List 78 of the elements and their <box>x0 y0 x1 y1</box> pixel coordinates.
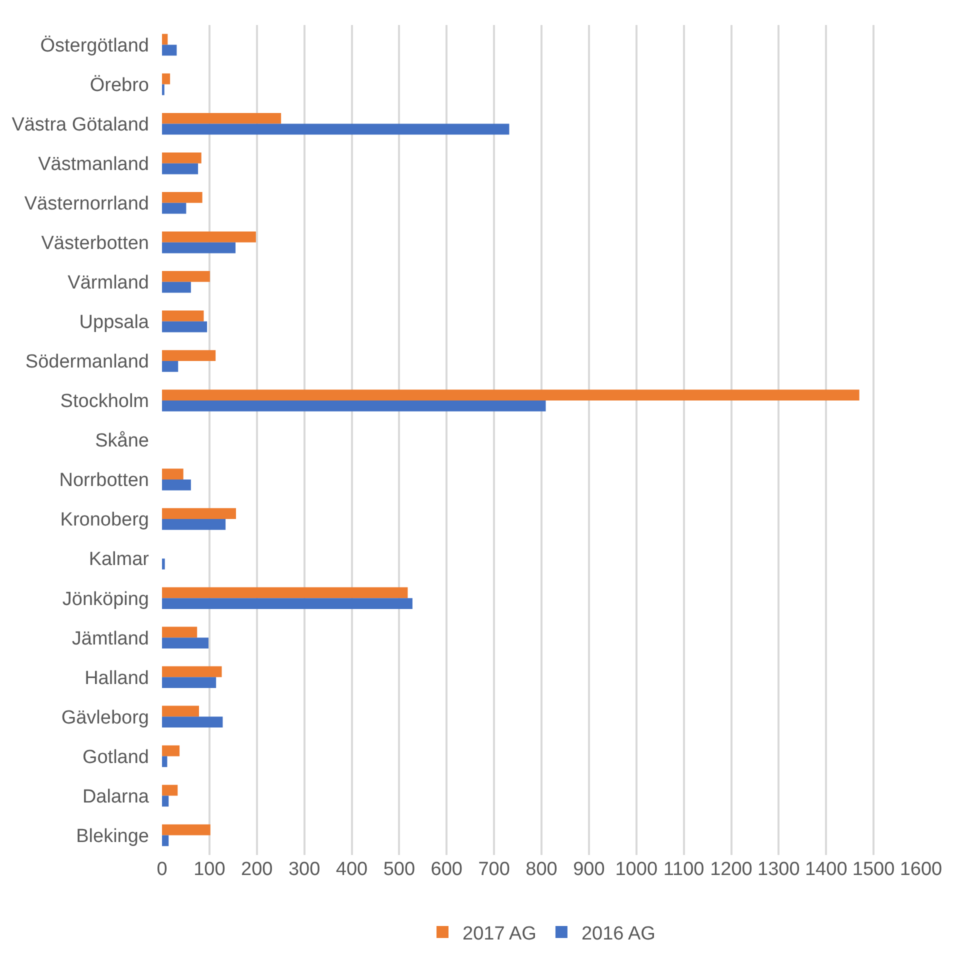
bar <box>162 835 169 846</box>
y-tick-label: Värmland <box>68 272 149 294</box>
legend-label: 2017 AG <box>462 923 536 944</box>
bar <box>162 824 210 836</box>
bar <box>162 44 177 56</box>
x-tick-label: 1300 <box>758 859 800 880</box>
x-tick-label: 1600 <box>900 859 942 880</box>
y-tick-label: Västmanland <box>38 154 149 175</box>
x-tick-label: 500 <box>383 859 416 880</box>
x-tick-label: 600 <box>430 859 462 880</box>
x-tick-label: 100 <box>194 859 226 880</box>
bar <box>162 192 202 203</box>
bar <box>162 350 216 361</box>
bar <box>162 796 169 807</box>
y-tick-label: Halland <box>84 668 149 689</box>
x-tick-label: 900 <box>573 859 605 880</box>
bar <box>162 124 510 135</box>
y-tick-label: Kronoberg <box>60 510 149 531</box>
y-tick-label: Västernorrland <box>24 194 149 215</box>
y-tick-label: Norrbotten <box>59 470 149 492</box>
bar <box>162 271 210 282</box>
y-tick-label: Jönköping <box>62 588 149 610</box>
bar <box>162 716 223 728</box>
bar <box>162 480 191 490</box>
y-tick-label: Skåne <box>95 430 149 452</box>
bar <box>162 638 208 648</box>
y-tick-label: Jämtland <box>72 628 149 650</box>
y-tick-label: Västra Götaland <box>12 114 149 136</box>
bar <box>162 202 186 214</box>
y-tick-label: Kalmar <box>88 549 150 570</box>
bar <box>162 587 408 598</box>
bar <box>162 400 546 412</box>
bar <box>162 756 168 768</box>
x-tick-label: 1400 <box>804 859 848 880</box>
bar <box>162 677 216 688</box>
y-tick-label: Örebro <box>90 74 149 96</box>
y-tick-label: Västerbotten <box>41 233 149 254</box>
y-tick-label: Gotland <box>82 746 149 768</box>
x-tick-label: 1200 <box>710 859 752 880</box>
bar <box>162 666 222 678</box>
bar <box>162 784 178 796</box>
bar <box>162 390 860 400</box>
bar <box>162 163 198 174</box>
y-tick-label: Södermanland <box>25 352 149 373</box>
x-tick-label: 700 <box>478 859 510 880</box>
x-tick-label: 1000 <box>615 859 658 880</box>
bar <box>162 152 202 164</box>
x-tick-label: 300 <box>288 859 320 880</box>
bar <box>162 34 168 45</box>
bar <box>162 360 178 372</box>
bar <box>162 282 191 293</box>
bar <box>162 73 170 84</box>
x-tick-label: 200 <box>241 859 273 880</box>
bar <box>162 232 256 242</box>
y-tick-label: Östergötland <box>40 35 149 56</box>
x-tick-label: 1500 <box>852 859 895 880</box>
x-tick-label: 1100 <box>663 859 704 880</box>
bar <box>162 626 198 638</box>
y-tick-label: Dalarna <box>82 786 150 808</box>
bar <box>162 508 236 520</box>
y-tick-label: Gävleborg <box>61 707 149 728</box>
x-tick-label: 0 <box>156 859 168 880</box>
y-tick-label: Stockholm <box>60 391 149 412</box>
bar <box>162 519 226 530</box>
bar <box>162 112 282 124</box>
bar <box>162 242 236 254</box>
bar <box>162 310 204 322</box>
bar <box>162 321 208 332</box>
legend-label: 2016 AG <box>581 923 656 944</box>
x-tick-label: 400 <box>336 859 368 880</box>
x-tick-label: 800 <box>526 859 558 880</box>
bar <box>162 706 199 717</box>
y-tick-label: Uppsala <box>79 312 150 334</box>
bar <box>162 468 184 480</box>
bar <box>162 745 180 756</box>
bar <box>162 598 412 609</box>
bar <box>162 558 165 570</box>
y-tick-label: Blekinge <box>76 826 149 847</box>
